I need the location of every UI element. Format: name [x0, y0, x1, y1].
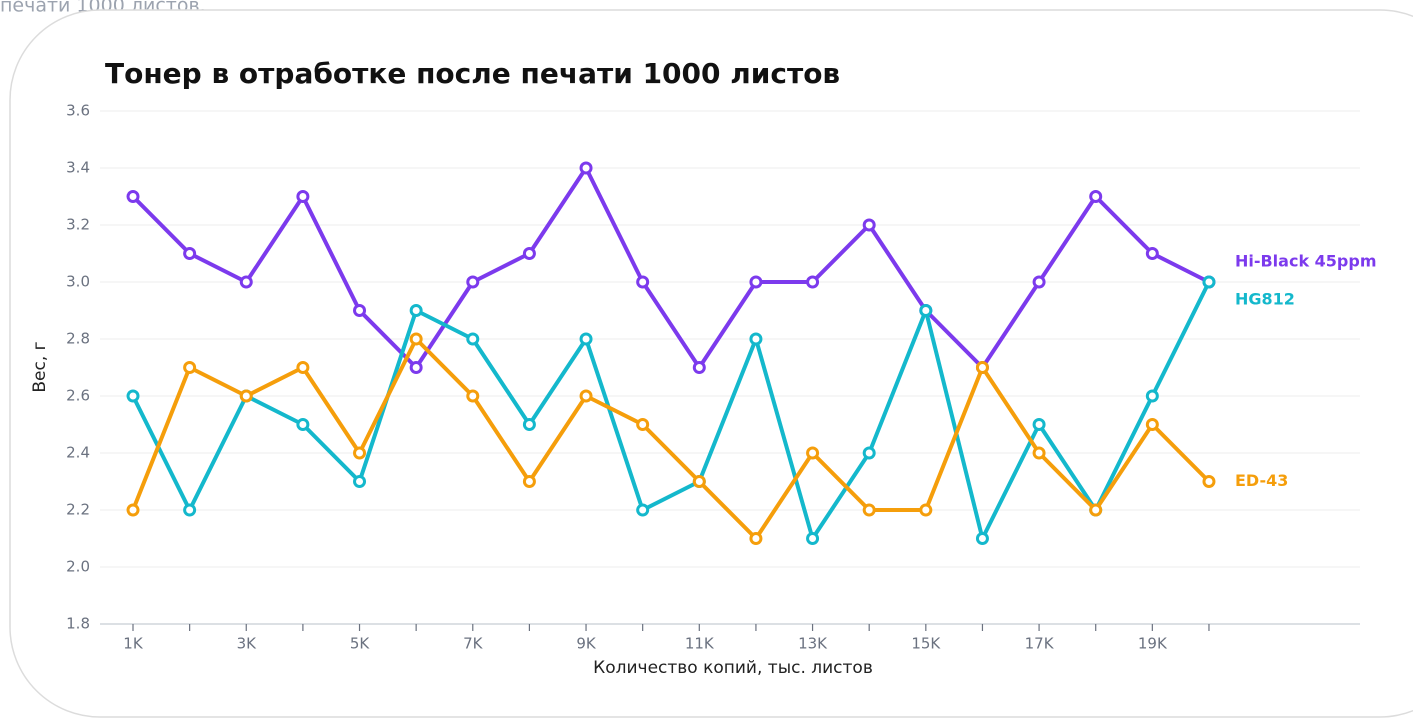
x-tick-label: 11K — [685, 635, 715, 653]
point — [919, 503, 933, 517]
y-tick-label: 2.8 — [66, 330, 90, 348]
series-label: Hi-Black 45ppm — [1235, 252, 1377, 271]
x-tick-label: 13K — [798, 635, 828, 653]
point — [1032, 446, 1046, 460]
point — [183, 503, 197, 517]
point — [862, 218, 876, 232]
point — [636, 418, 650, 431]
point — [126, 389, 140, 403]
point — [749, 532, 763, 545]
point — [1089, 190, 1103, 203]
x-axis-title: Количество копий, тыс. листов — [593, 658, 873, 678]
point — [919, 304, 933, 317]
point — [579, 332, 593, 346]
point — [636, 503, 650, 517]
y-tick-label: 2.4 — [66, 444, 90, 462]
y-tick-label: 1.8 — [66, 615, 90, 633]
point — [1145, 247, 1159, 260]
series-line — [131, 337, 1211, 541]
y-tick-label: 2.6 — [66, 387, 90, 405]
y-axis-title: Вес, г — [30, 341, 50, 392]
x-tick-label: 17K — [1025, 635, 1055, 653]
point — [862, 503, 876, 517]
x-tick-label: 1K — [123, 635, 144, 653]
y-tick-label: 2.2 — [66, 501, 90, 519]
point — [466, 389, 480, 403]
x-tick-label: 5K — [350, 635, 371, 653]
y-tick-label: 3.0 — [66, 273, 90, 291]
point — [579, 161, 593, 175]
point — [409, 361, 423, 374]
point — [1202, 275, 1216, 289]
series-label: ED-43 — [1235, 471, 1288, 490]
point — [239, 275, 253, 289]
point — [749, 275, 763, 289]
x-tick-label: 15K — [911, 635, 941, 653]
point — [1202, 475, 1216, 488]
point — [636, 275, 650, 289]
y-tick-label: 2.0 — [66, 558, 90, 576]
point — [296, 418, 310, 431]
point — [975, 532, 989, 545]
chart-title: Тонер в отработке после печати 1000 лист… — [105, 57, 840, 90]
x-tick-label: 7K — [463, 635, 484, 653]
point — [183, 361, 197, 374]
point — [409, 332, 423, 346]
point — [975, 361, 989, 374]
point — [806, 275, 820, 289]
series-line — [131, 166, 1210, 370]
point — [466, 332, 480, 346]
y-tick-label: 3.2 — [66, 216, 90, 234]
x-tick-label: 9K — [576, 635, 597, 653]
point — [1145, 389, 1159, 403]
x-tick-label: 19K — [1138, 635, 1168, 653]
point — [126, 503, 140, 517]
point — [1032, 418, 1046, 431]
point — [296, 190, 310, 203]
point — [806, 446, 820, 460]
point — [296, 361, 310, 374]
point — [522, 418, 536, 431]
point — [522, 247, 536, 260]
point — [692, 361, 706, 374]
point — [409, 304, 423, 317]
point — [126, 190, 140, 203]
point — [353, 446, 367, 460]
card — [9, 9, 1413, 718]
y-tick-label: 3.6 — [66, 102, 90, 120]
point — [692, 475, 706, 488]
point — [806, 532, 820, 545]
series-label: HG812 — [1235, 290, 1295, 309]
point — [183, 247, 197, 260]
point — [1145, 418, 1159, 431]
point — [1089, 503, 1103, 517]
series-line — [131, 281, 1211, 541]
point — [353, 475, 367, 488]
y-tick-label: 3.4 — [66, 159, 90, 177]
point — [749, 332, 763, 346]
point — [466, 275, 480, 289]
point — [353, 304, 367, 317]
point — [239, 389, 253, 403]
point — [862, 446, 876, 460]
x-tick-label: 3K — [237, 635, 258, 653]
point — [1032, 275, 1046, 289]
point — [579, 389, 593, 403]
point — [522, 475, 536, 488]
